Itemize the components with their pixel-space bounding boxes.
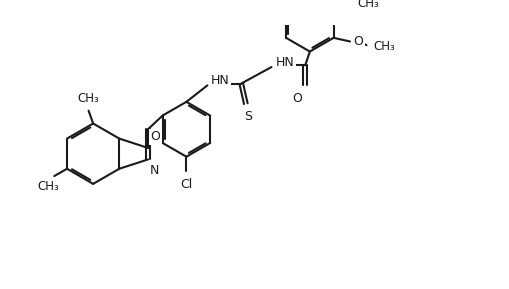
- Text: CH₃: CH₃: [77, 92, 99, 105]
- Text: N: N: [150, 164, 159, 177]
- Text: CH₃: CH₃: [373, 40, 395, 53]
- Text: O: O: [353, 35, 363, 48]
- Text: HN: HN: [275, 56, 294, 69]
- Text: CH₃: CH₃: [38, 180, 60, 193]
- Text: O: O: [292, 92, 302, 105]
- Text: Cl: Cl: [180, 178, 192, 191]
- Text: S: S: [243, 110, 251, 123]
- Text: CH₃: CH₃: [357, 0, 378, 10]
- Text: HN: HN: [211, 74, 230, 87]
- Text: O: O: [151, 130, 160, 143]
